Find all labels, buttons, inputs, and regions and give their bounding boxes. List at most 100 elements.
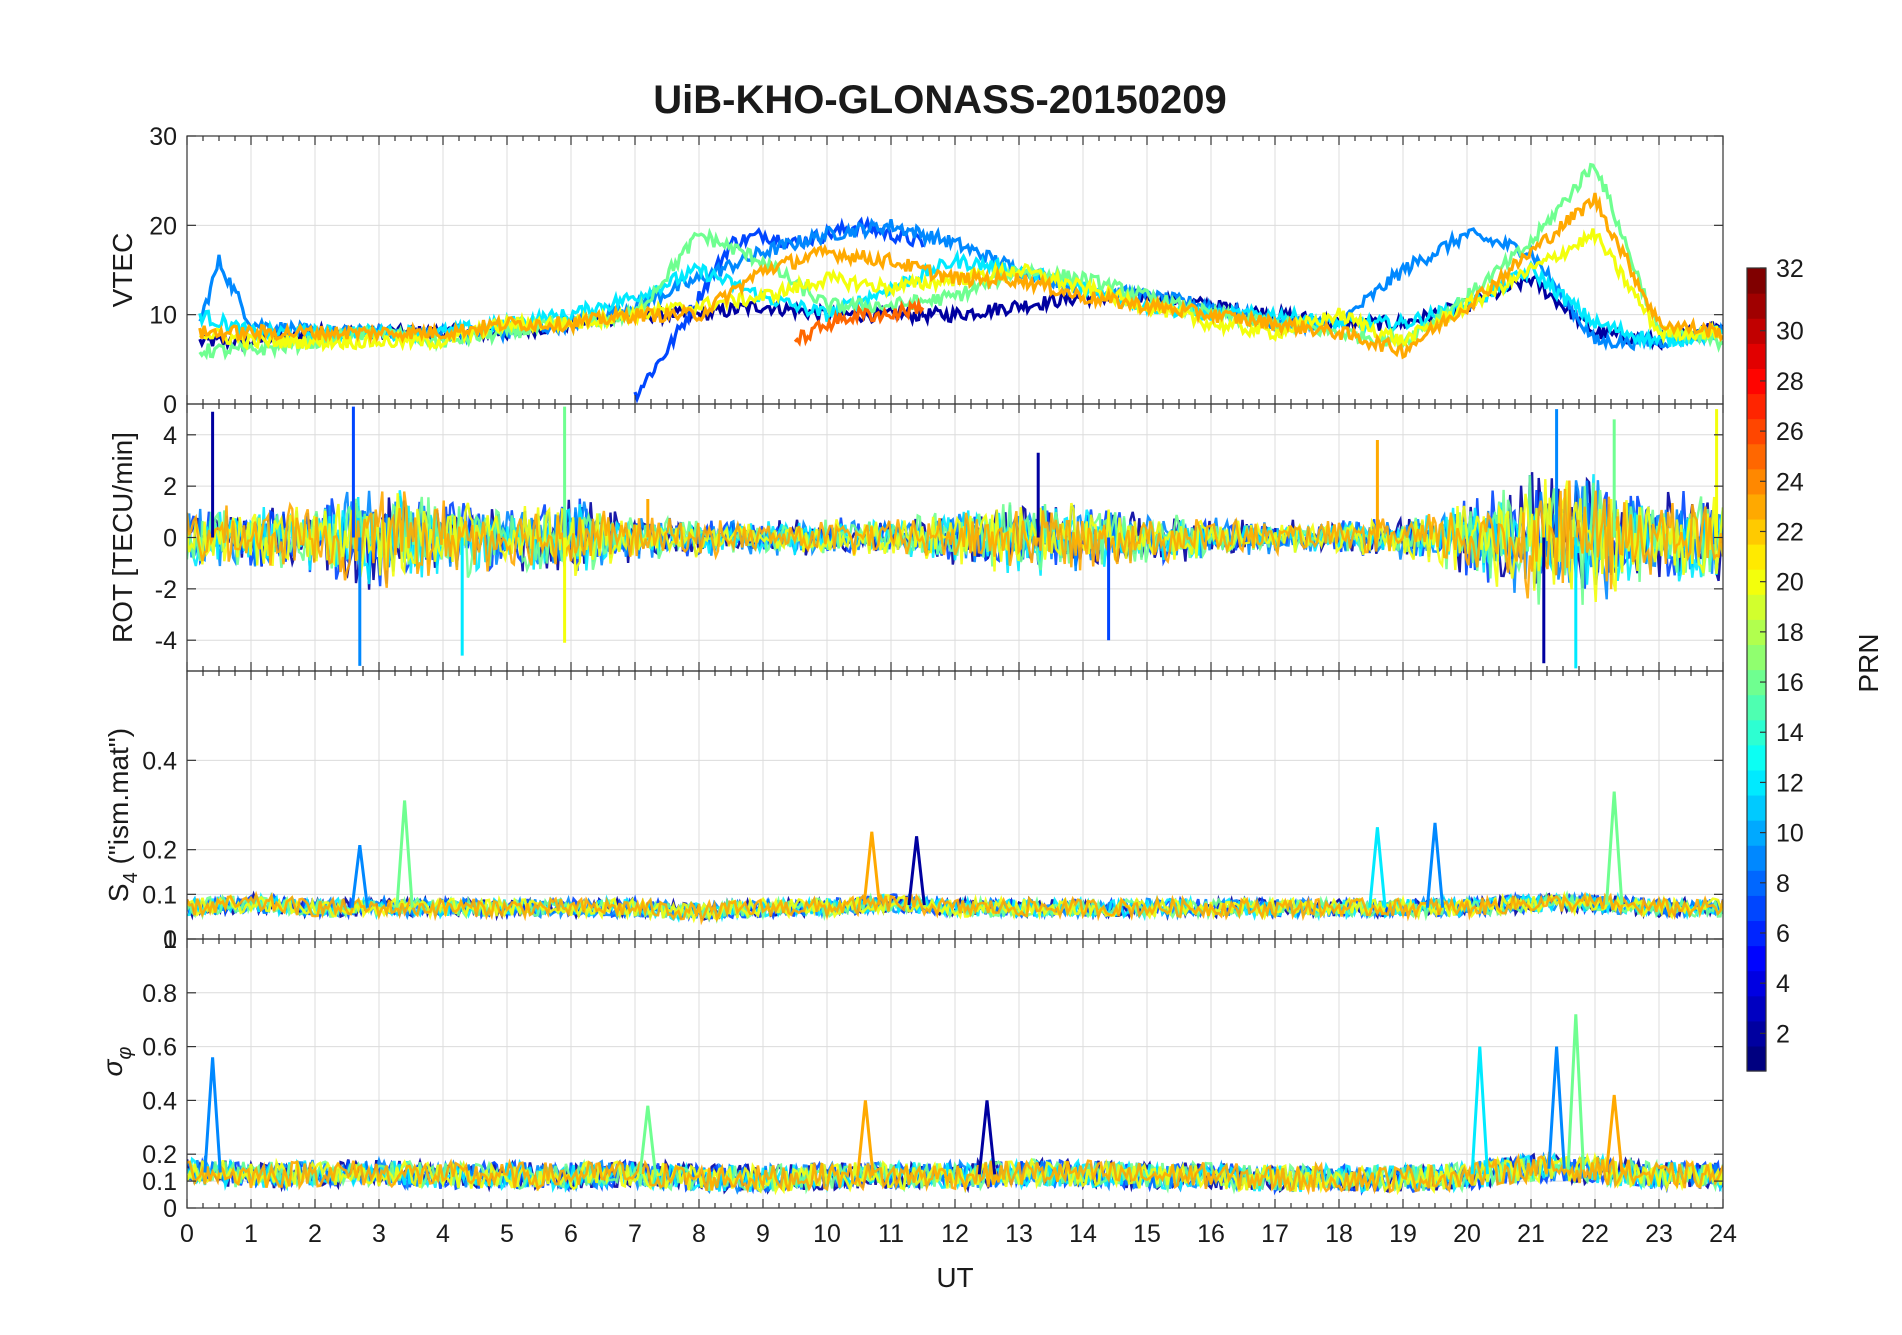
colorbar-tick-label: 6 <box>1776 920 1790 948</box>
panel-rot: 4 2 0 -2 -4 0 ROT [TECU/min] <box>107 391 1724 672</box>
sigphi-peak <box>977 1100 997 1175</box>
colorbar-frame <box>1746 267 1767 1072</box>
vtec-series-prn-23 <box>198 192 1723 360</box>
colorbar-segment <box>1747 619 1766 646</box>
y-tick-label: 0.4 <box>142 747 177 775</box>
colorbar-segment <box>1747 794 1766 821</box>
colorbar-segment <box>1747 518 1766 545</box>
x-tick-label: 21 <box>1517 1220 1545 1248</box>
y-tick-label: 4 <box>163 422 177 450</box>
colorbar-tick-label: 2 <box>1776 1020 1790 1048</box>
x-tick-label: 0 <box>180 1220 194 1248</box>
colorbar-segment <box>1747 318 1766 344</box>
colorbar-segment <box>1747 293 1766 319</box>
colorbar-tick-label: 18 <box>1776 619 1804 647</box>
y-tick-label: 30 <box>149 123 177 151</box>
colorbar-segment <box>1747 744 1766 771</box>
s4-peak <box>1605 791 1624 905</box>
x-tick-label: 4 <box>436 1220 450 1248</box>
y-tick-label: 2 <box>163 473 177 501</box>
y-tick-label: 0.1 <box>142 1168 177 1196</box>
chart-title: UiB-KHO-GLONASS-20150209 <box>653 78 1227 122</box>
colorbar-segment <box>1747 895 1766 922</box>
x-tick-label: 15 <box>1133 1220 1161 1248</box>
y-tick-label: 0.2 <box>142 1141 177 1169</box>
colorbar-tick-label: 30 <box>1776 318 1804 346</box>
colorbar-segment <box>1747 769 1766 796</box>
panel-data <box>187 406 1723 669</box>
y-tick-label: 0.4 <box>142 1087 177 1115</box>
panel-data <box>187 1014 1723 1196</box>
colorbar-segment <box>1747 1020 1766 1047</box>
x-tick-label: 23 <box>1645 1220 1673 1248</box>
vtec-series-prn-25 <box>793 297 925 347</box>
colorbar-segment <box>1747 343 1766 369</box>
y-axis-label: S4 ("ism.mat") <box>103 728 142 902</box>
colorbar-segment <box>1747 418 1766 445</box>
colorbar-tick-label: 22 <box>1776 518 1804 546</box>
colorbar-segment <box>1747 594 1766 620</box>
colorbar-segment <box>1747 694 1766 721</box>
colorbar-segment <box>1747 920 1766 947</box>
s4-peak <box>350 845 369 908</box>
y-tick-label: 0 <box>163 926 177 954</box>
x-tick-label: 5 <box>500 1220 514 1248</box>
x-tick-label: 22 <box>1581 1220 1609 1248</box>
sigphi-peak <box>638 1105 657 1175</box>
y-tick-label-top: 0 <box>163 391 177 419</box>
colorbar-segment <box>1747 945 1766 972</box>
panel-vtec: 30 20 10 VTEC <box>107 123 1724 405</box>
x-tick-label: 17 <box>1261 1220 1289 1248</box>
colorbar-tick-label: 8 <box>1776 870 1790 898</box>
s4-peak <box>395 800 414 908</box>
colorbar-segment <box>1747 995 1766 1022</box>
panel-s4: 0.4 0.2 0.1 0 S4 ("ism.mat") <box>103 670 1724 954</box>
y-tick-label: 20 <box>149 212 177 240</box>
x-tick-label: 16 <box>1197 1220 1225 1248</box>
s4-peak <box>1425 822 1445 908</box>
y-tick-label: 0.6 <box>142 1034 177 1062</box>
y-tick-label: -4 <box>155 627 177 655</box>
sigphi-series-prn-23 <box>187 1151 1723 1196</box>
y-tick-label: 0.1 <box>142 881 177 909</box>
colorbar-segment <box>1747 468 1766 495</box>
y-tick-label: 10 <box>149 302 177 330</box>
y-tick-label: -2 <box>155 576 177 604</box>
rot-series-prn-20 <box>187 479 1723 602</box>
rot-series-prn-23 <box>187 480 1723 599</box>
colorbar-segment <box>1747 544 1766 570</box>
x-axis-label: UT <box>936 1262 973 1293</box>
y-axis-label: ROT [TECU/min] <box>107 432 138 643</box>
sigphi-peak <box>1605 1094 1624 1173</box>
x-tick-label: 20 <box>1453 1220 1481 1248</box>
x-tick-label: 1 <box>244 1220 258 1248</box>
colorbar-segment <box>1747 845 1766 871</box>
s4-series-prn-23 <box>187 890 1723 926</box>
colorbar-label: PRN <box>1853 633 1884 692</box>
colorbar-segment <box>1747 569 1766 595</box>
y-axis-label: VTEC <box>107 233 138 308</box>
colorbar-tick-label: 14 <box>1776 719 1804 747</box>
y-axis-label: σφ <box>97 1047 136 1077</box>
colorbar-segment <box>1747 368 1766 395</box>
x-tick-label: 10 <box>813 1220 841 1248</box>
x-tick-label: 24 <box>1709 1220 1737 1248</box>
x-tick-label: 3 <box>372 1220 386 1248</box>
x-tick-label: 8 <box>692 1220 706 1248</box>
x-tick-label: 13 <box>1005 1220 1033 1248</box>
colorbar-tick-label: 4 <box>1776 970 1790 998</box>
colorbar-segment <box>1747 393 1766 420</box>
vtec-series-prn-2 <box>198 270 1723 353</box>
colorbar-segment <box>1747 1045 1766 1072</box>
y-tick-label: 0.8 <box>142 980 177 1008</box>
y-tick-label-top: 1 <box>163 926 177 954</box>
colorbar-segment <box>1747 644 1766 671</box>
colorbar-tick-label: 16 <box>1776 669 1804 697</box>
colorbar-tick-label: 24 <box>1776 468 1804 496</box>
colorbar-tick-label: 10 <box>1776 820 1804 848</box>
colorbar-segment <box>1747 820 1766 846</box>
x-tick-label: 12 <box>941 1220 969 1248</box>
colorbar-tick-label: 12 <box>1776 769 1804 797</box>
colorbar-segment <box>1747 970 1766 997</box>
colorbar-segment <box>1747 669 1766 696</box>
